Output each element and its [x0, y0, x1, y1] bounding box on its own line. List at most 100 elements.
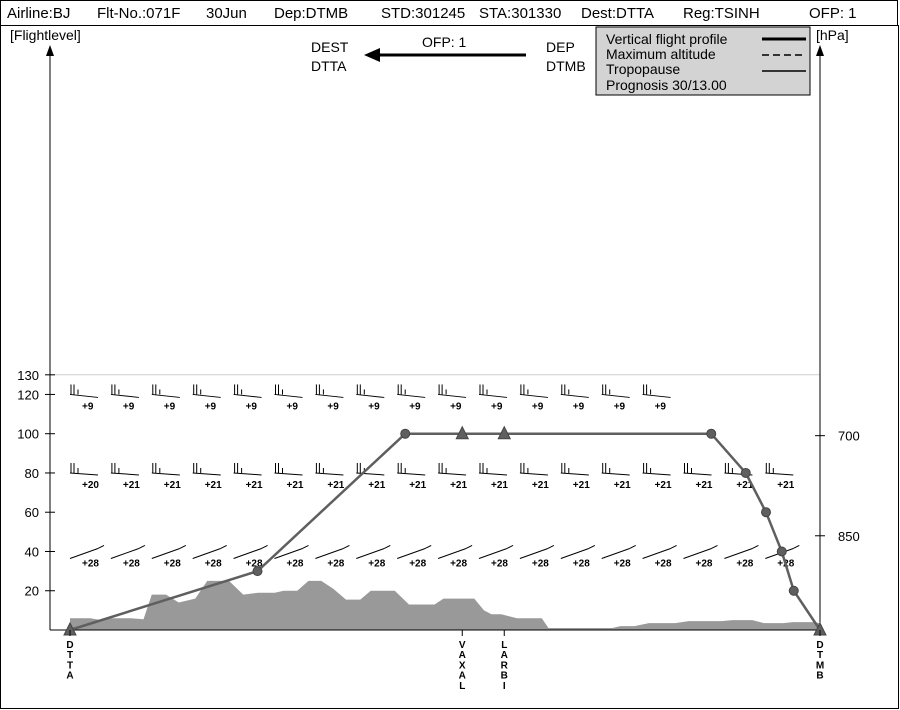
profile-point-circle	[776, 546, 787, 557]
legend-item-vertical-profile: Vertical flight profile	[606, 31, 728, 47]
wind-barb-icon	[601, 384, 630, 398]
wind-barb-icon	[315, 545, 350, 559]
wind-temperature: +9	[82, 401, 94, 412]
wind-barb-icon	[151, 384, 180, 398]
wind-temperature: +21	[655, 480, 672, 491]
wind-barb-icon	[765, 462, 794, 476]
wind-temperature: +21	[123, 480, 140, 491]
wind-barb-icon	[519, 384, 548, 398]
legend-item-maximum-altitude: Maximum altitude	[606, 46, 716, 62]
dep-label: DEP	[546, 39, 575, 55]
wind-barb-icon	[69, 462, 99, 476]
profile-point-triangle	[455, 425, 470, 440]
wind-temperature: +21	[368, 480, 385, 491]
wind-temperature: +21	[287, 480, 304, 491]
wind-barb-icon	[519, 545, 555, 559]
wind-temperature: +9	[164, 401, 176, 412]
wind-temperature: +21	[736, 480, 753, 491]
right-axis	[816, 45, 824, 630]
profile-point-circle	[788, 585, 799, 596]
wind-temperature: +28	[696, 558, 713, 569]
wind-barb-icon	[642, 462, 671, 476]
wind-barb-icon	[69, 384, 99, 398]
route-ofp: OFP: 1	[422, 34, 467, 50]
wind-barb-icon	[356, 384, 385, 398]
legend: Vertical flight profile Maximum altitude…	[595, 26, 811, 96]
wind-temperature: +21	[246, 480, 263, 491]
wind-temperature: +21	[573, 480, 590, 491]
wind-temperature: +9	[614, 401, 626, 412]
y-tick-label: 60	[25, 505, 39, 520]
legend-prognosis: Prognosis 30/13.00	[606, 77, 727, 93]
wind-temperature: +21	[614, 480, 631, 491]
wind-barb-icon	[274, 545, 309, 559]
wind-barb-icon	[478, 384, 508, 398]
wind-barb-icon	[683, 462, 712, 476]
dest-label: DEST	[311, 39, 349, 55]
std-text: STD:301245	[381, 5, 466, 22]
wind-barb-icon	[438, 462, 467, 476]
waypoint-labels: D T T A V A X A L L A R B I D T M B	[66, 630, 824, 692]
ofp-text: OFP: 1	[809, 5, 857, 22]
wind-temperature: +28	[368, 558, 385, 569]
wind-temperature: +9	[287, 401, 299, 412]
y-tick-label: 80	[25, 466, 39, 481]
wind-barb-icon	[233, 462, 262, 476]
y-tick-label: 40	[25, 544, 39, 559]
left-axis	[46, 45, 54, 630]
wind-barb-icon	[642, 384, 671, 398]
wind-barb-icon	[315, 462, 344, 476]
wind-barb-icon	[397, 462, 426, 476]
wind-temperature-grid: +9 +9 +9 +9 +9 +9 +9 +9 +9 +9 +9 +9 +9 +9 +9 +20 +21 +21 +…	[69, 384, 800, 569]
wind-barb-icon	[601, 462, 630, 476]
wind-barb-icon	[233, 545, 268, 559]
wind-barb-icon	[560, 384, 589, 398]
wind-barb-icon	[724, 545, 759, 559]
wind-barb-icon	[397, 384, 426, 398]
wind-temperature: +9	[246, 401, 258, 412]
wind-barb-icon	[560, 462, 589, 476]
wind-barb-icon	[110, 545, 146, 559]
wind-temperature: +9	[532, 401, 544, 412]
wind-temperature: +9	[573, 401, 585, 412]
wind-temperature: +28	[327, 558, 344, 569]
wind-temperature: +28	[573, 558, 590, 569]
wind-temperature: +28	[123, 558, 140, 569]
y2-tick-label: 850	[838, 529, 860, 544]
dest-code: DTTA	[311, 58, 347, 74]
y2-tick-label: 700	[838, 429, 860, 444]
wind-barb-icon	[519, 462, 548, 476]
wind-temperature: +28	[409, 558, 426, 569]
wind-temperature: +28	[450, 558, 467, 569]
wind-temperature: +9	[491, 401, 503, 412]
wind-temperature: +9	[655, 401, 667, 412]
wind-temperature: +21	[327, 480, 344, 491]
departure-text: Dep:DTMB	[274, 5, 349, 22]
y-tick-label: 120	[17, 387, 39, 402]
wind-barb-icon	[642, 545, 677, 559]
y-axis-title: [Flightlevel]	[10, 27, 81, 43]
sta-text: STA:301330	[479, 5, 562, 22]
wind-barb-icon	[274, 462, 303, 476]
airline-text: Airline:BJ	[7, 5, 71, 22]
vertical-flight-profile	[63, 425, 827, 636]
wind-temperature: +28	[205, 558, 222, 569]
wind-temperature: +21	[532, 480, 549, 491]
wind-barb-icon	[315, 384, 344, 398]
terrain-area	[70, 580, 820, 630]
wind-temperature: +21	[205, 480, 222, 491]
wind-temperature: +28	[164, 558, 181, 569]
wind-barb-icon	[478, 462, 508, 476]
wind-barb-icon	[69, 545, 105, 559]
wind-temperature: +21	[409, 480, 426, 491]
left-axis-arrow-icon	[46, 45, 54, 56]
wind-temperature: +28	[736, 558, 753, 569]
wind-temperature: +28	[246, 558, 263, 569]
wind-barb-icon	[110, 462, 139, 476]
wind-temperature: +28	[287, 558, 304, 569]
wind-barb-icon	[233, 384, 262, 398]
